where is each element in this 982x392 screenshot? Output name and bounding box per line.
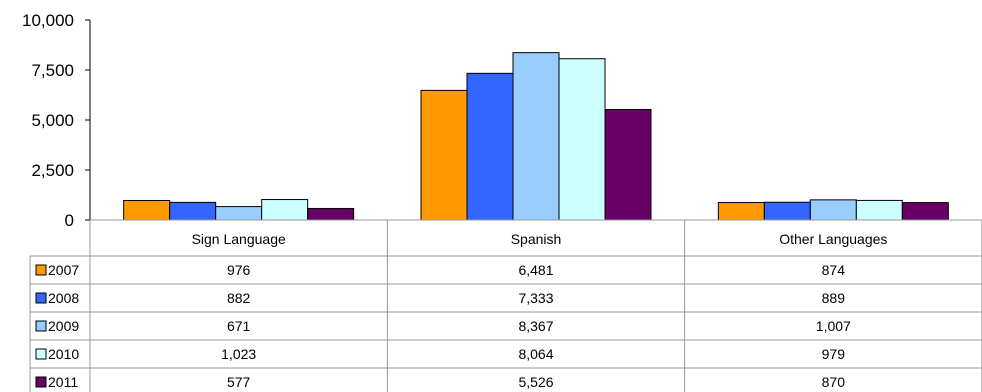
bar xyxy=(215,206,263,221)
bar xyxy=(855,199,903,221)
bar xyxy=(420,89,468,221)
data-label: 5,526 xyxy=(518,374,553,390)
bar xyxy=(123,199,171,221)
y-tick-label: 2,500 xyxy=(31,161,74,180)
legend-label: 2009 xyxy=(48,318,79,334)
x-category-label: Other Languages xyxy=(779,231,887,247)
data-label: 976 xyxy=(227,262,251,278)
bar xyxy=(604,108,652,221)
bar xyxy=(307,207,355,221)
bar xyxy=(717,202,765,221)
y-tick-label: 0 xyxy=(65,211,74,230)
data-label: 979 xyxy=(822,346,846,362)
data-label: 6,481 xyxy=(518,262,553,278)
bar xyxy=(261,199,309,221)
bar xyxy=(901,202,949,221)
data-label: 8,367 xyxy=(518,318,553,334)
legend-label: 2008 xyxy=(48,290,79,306)
legend-label: 2007 xyxy=(48,262,79,278)
legend-label: 2010 xyxy=(48,346,79,362)
legend-label: 2011 xyxy=(48,374,78,390)
bar xyxy=(558,58,606,221)
bar xyxy=(466,72,514,221)
y-tick-label: 7,500 xyxy=(31,61,74,80)
legend-swatch xyxy=(35,292,47,304)
data-label: 1,023 xyxy=(221,346,256,362)
bar xyxy=(512,52,560,221)
x-category-label: Spanish xyxy=(511,231,562,247)
bar xyxy=(809,199,857,221)
bar xyxy=(169,201,217,221)
y-tick-label: 10,000 xyxy=(22,11,74,30)
data-label: 874 xyxy=(822,262,846,278)
data-label: 870 xyxy=(822,374,846,390)
legend-swatch xyxy=(35,376,47,388)
data-label: 577 xyxy=(227,374,251,390)
bar xyxy=(763,201,811,221)
legend-swatch xyxy=(35,320,47,332)
legend-swatch xyxy=(35,348,47,360)
data-label: 882 xyxy=(227,290,251,306)
data-label: 7,333 xyxy=(518,290,553,306)
legend-swatch xyxy=(35,264,47,276)
y-tick-label: 5,000 xyxy=(31,111,74,130)
data-label: 1,007 xyxy=(816,318,851,334)
x-category-label: Sign Language xyxy=(192,231,286,247)
data-label: 8,064 xyxy=(518,346,553,362)
data-label: 889 xyxy=(822,290,846,306)
data-label: 671 xyxy=(227,318,251,334)
